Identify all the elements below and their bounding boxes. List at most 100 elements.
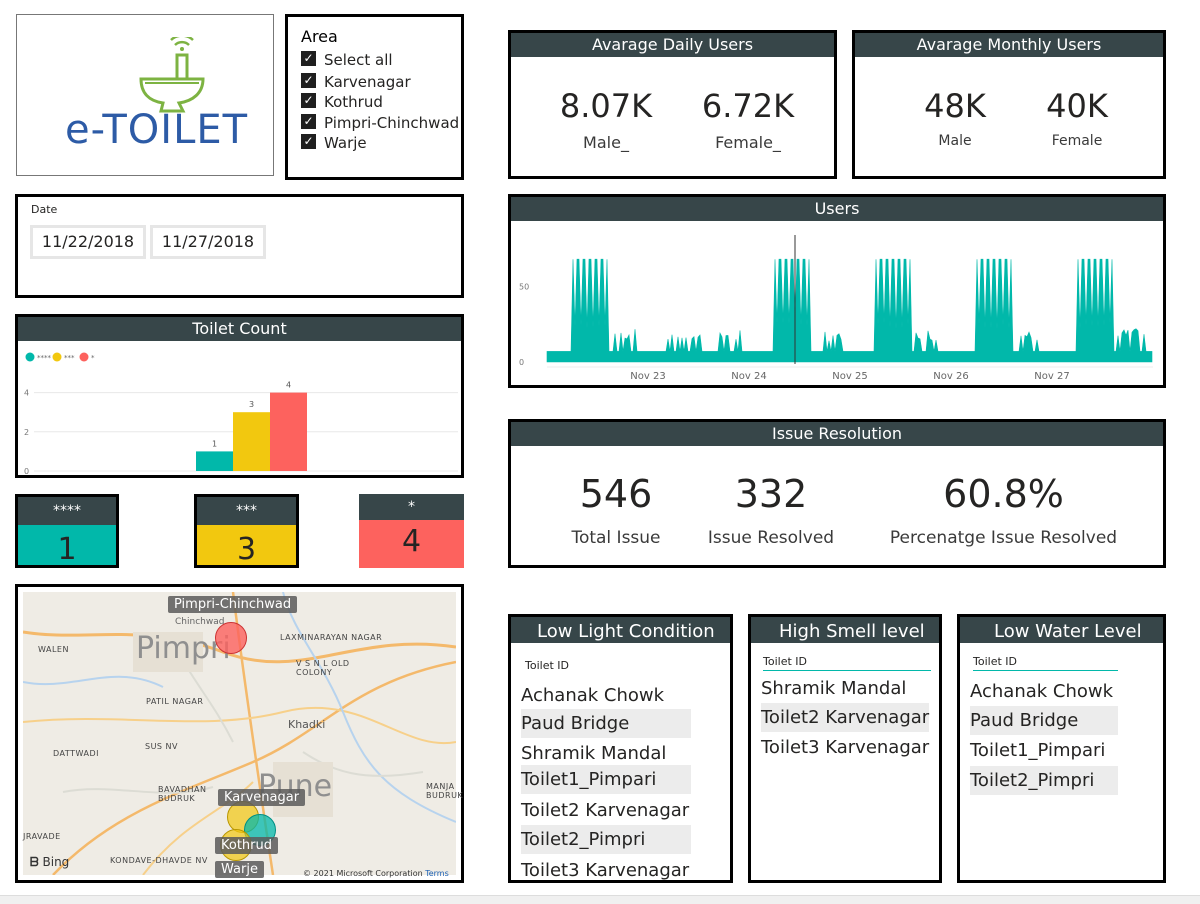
users-area-series[interactable] — [546, 258, 1153, 363]
table-row[interactable]: Toilet2_Pimpri — [521, 825, 691, 854]
pct-resolved-value: 60.8% — [943, 472, 1064, 516]
y-tick-label: 50 — [519, 282, 529, 291]
logo-card: e-TOILET — [16, 14, 274, 176]
legend-marker[interactable] — [79, 352, 89, 362]
checkbox-icon[interactable]: ✓ — [301, 73, 316, 88]
map-place-label: LAXMINARAYAN NAGAR — [280, 633, 383, 642]
map-place-label: MANJA BUDRUK — [426, 782, 464, 800]
legend-marker[interactable] — [52, 352, 62, 362]
map-place-pimpri: Pimpri — [136, 631, 231, 666]
low-water-column-header[interactable]: Toilet ID — [973, 655, 1118, 671]
bar[interactable] — [233, 412, 270, 471]
total-issue-label: Total Issue — [571, 528, 661, 548]
logo-text: e-TOILET — [65, 107, 249, 153]
area-option-karvenagar[interactable]: ✓ Karvenagar — [301, 72, 411, 92]
area-option-pimpri-chinchwad[interactable]: ✓ Pimpri-Chinchwad — [301, 113, 459, 133]
map-visual[interactable]: Pimpri Pune WALEN PATIL NAGAR SUS NV DAT… — [15, 584, 464, 883]
map-bubble-pimpri-chinchwad[interactable] — [215, 622, 247, 654]
y-tick-label: 0 — [519, 358, 524, 367]
star-card-label: * — [359, 494, 464, 520]
legend-label: * — [91, 354, 95, 362]
resolved-issue-value: 332 — [734, 472, 808, 516]
legend-label: **** — [37, 354, 52, 362]
table-row[interactable]: Achanak Chowk — [521, 685, 665, 706]
low-light-column-header[interactable]: Toilet ID — [525, 659, 569, 672]
area-slicer-title: Area — [301, 27, 338, 46]
star-card-value: 1 — [18, 525, 116, 567]
users-chart: Users 0 50 Nov 23 Nov 24 Nov 25 Nov 26 Nov 27 — [508, 194, 1166, 388]
checkbox-icon[interactable]: ✓ — [301, 51, 316, 66]
high-smell-table: High Smell level Toilet ID Shramik Manda… — [748, 614, 942, 883]
monthly-male-value: 48K — [924, 87, 986, 125]
toilet-icon — [139, 37, 205, 113]
area-slicer: Area ✓ Select all ✓ Karvenagar ✓ Kothrud ✓ P… — [285, 14, 464, 180]
map-place-label: KONDAVE-DHAVDE NV — [110, 856, 208, 865]
map-place-label: SUS NV — [145, 742, 179, 751]
map-label-karvenagar: Karvenagar — [218, 789, 306, 806]
low-water-title: Low Water Level — [960, 617, 1163, 643]
bing-icon: ᗷ — [30, 855, 39, 869]
area-option-kothrud[interactable]: ✓ Kothrud — [301, 92, 383, 112]
bing-logo: ᗷ Bing — [30, 855, 70, 869]
x-tick-label: Nov 25 — [832, 371, 867, 382]
table-row[interactable]: Paud Bridge — [521, 709, 691, 738]
map-label-kothrud: Kothrud — [215, 837, 279, 854]
bar-data-label: 4 — [286, 381, 291, 390]
map-terms-link[interactable]: Terms — [425, 869, 449, 878]
low-light-title: Low Light Condition — [511, 617, 730, 643]
map-label-pimpri-chinchwad: Pimpri-Chinchwad — [168, 596, 298, 613]
table-row[interactable]: Toilet1_Pimpari — [521, 765, 691, 794]
date-slicer-label: Date — [31, 203, 58, 216]
daily-users-title: Avarage Daily Users — [511, 33, 834, 57]
issue-resolution-title: Issue Resolution — [511, 422, 1163, 446]
table-row[interactable]: Toilet2_Pimpri — [970, 766, 1118, 795]
y-tick-label: 2 — [24, 428, 29, 437]
y-tick-label: 0 — [24, 467, 29, 475]
monthly-users-card: Avarage Monthly Users 48K Male 40K Femal… — [852, 30, 1166, 179]
star-card-value: 4 — [359, 520, 464, 568]
legend-label: *** — [64, 354, 75, 362]
end-date-input[interactable]: 11/27/2018 — [150, 225, 266, 259]
checkbox-icon[interactable]: ✓ — [301, 93, 316, 108]
map-place-label: Khadki — [288, 718, 326, 731]
map-place-label: V S N L OLD COLONY — [296, 659, 350, 677]
checkbox-icon[interactable]: ✓ — [301, 134, 316, 149]
map-place-label: JRAVADE — [23, 832, 61, 841]
high-smell-title: High Smell level — [751, 617, 939, 643]
map-place-label: DATTWADI — [53, 749, 99, 758]
table-row[interactable]: Paud Bridge — [970, 706, 1118, 735]
table-row[interactable]: Shramik Mandal — [521, 743, 667, 764]
users-chart-title: Users — [511, 197, 1163, 221]
area-option-warje[interactable]: ✓ Warje — [301, 133, 367, 153]
table-row[interactable]: Shramik Mandal — [761, 678, 907, 699]
issue-resolution-card: Issue Resolution 546 Total Issue 332 Iss… — [508, 419, 1166, 568]
star-card-4: **** 1 — [15, 494, 119, 568]
area-option-select-all[interactable]: ✓ Select all — [301, 50, 393, 70]
monthly-female-label: Female — [1051, 133, 1103, 149]
x-tick-label: Nov 24 — [731, 371, 766, 382]
map-label-warje: Warje — [215, 861, 264, 878]
table-row[interactable]: Toilet1_Pimpari — [970, 740, 1106, 761]
table-row[interactable]: Achanak Chowk — [970, 681, 1114, 702]
monthly-users-title: Avarage Monthly Users — [855, 33, 1163, 57]
toilet-count-title: Toilet Count — [18, 317, 461, 341]
table-row[interactable]: Toilet3 Karvenagar — [761, 737, 930, 758]
daily-male-label: Male_ — [583, 133, 629, 152]
table-row[interactable]: Toilet2 Karvenagar — [761, 703, 929, 732]
x-tick-label: Nov 27 — [1034, 371, 1069, 382]
table-row[interactable]: Toilet3 Karvenagar — [521, 860, 690, 881]
bar[interactable] — [270, 392, 307, 471]
x-tick-label: Nov 23 — [630, 371, 665, 382]
monthly-female-value: 40K — [1046, 87, 1108, 125]
toilet-count-chart: Toilet Count **** *** * 0 2 4 1 3 4 — [15, 314, 464, 478]
legend-marker[interactable] — [25, 352, 35, 362]
users-chart-plot: 0 50 Nov 23 Nov 24 Nov 25 Nov 26 Nov 27 — [519, 235, 1153, 382]
table-row[interactable]: Toilet2 Karvenagar — [521, 800, 690, 821]
checkbox-icon[interactable]: ✓ — [301, 114, 316, 129]
high-smell-column-header[interactable]: Toilet ID — [763, 655, 931, 671]
start-date-input[interactable]: 11/22/2018 — [30, 225, 146, 259]
date-slicer: Date 11/22/2018 11/27/2018 — [15, 194, 464, 298]
status-bar — [0, 895, 1200, 904]
pct-resolved-label: Percenatge Issue Resolved — [889, 528, 1118, 548]
bar[interactable] — [196, 451, 233, 471]
